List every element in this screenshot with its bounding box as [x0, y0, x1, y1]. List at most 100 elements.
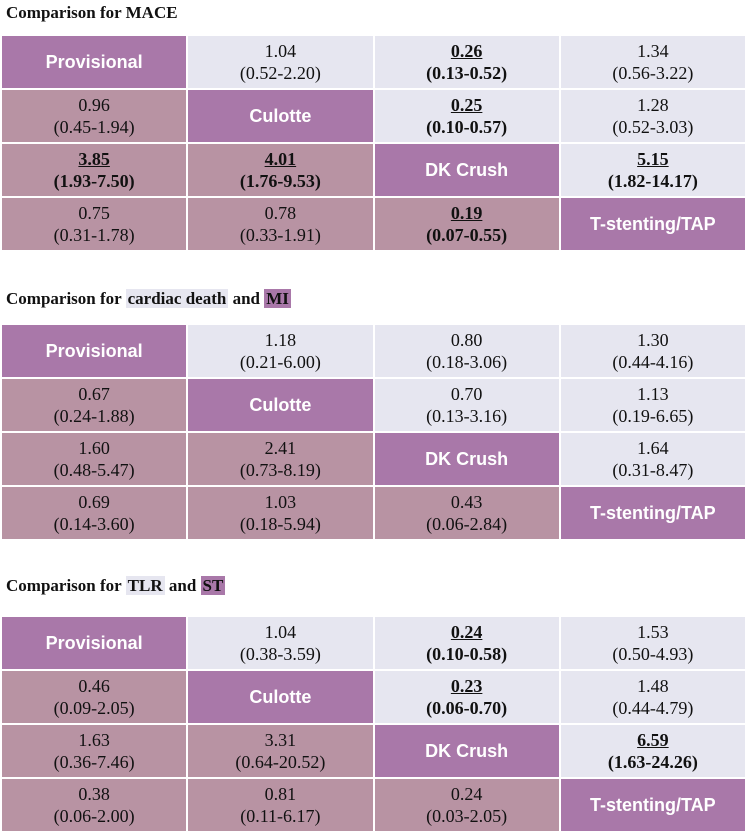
- confidence-interval: (0.36-7.46): [53, 752, 135, 772]
- confidence-interval: (0.09-2.05): [53, 698, 135, 718]
- estimate-cell: 0.96 (0.45-1.94): [0, 88, 189, 144]
- estimate-cell: 1.48 (0.44-4.79): [558, 669, 748, 725]
- table-row: 3.85 (1.93-7.50) 4.01 (1.76-9.53) DK Crush 5.…: [0, 142, 748, 198]
- section-heading: Comparison for cardiac death and MI: [6, 288, 291, 310]
- confidence-interval: (0.56-3.22): [612, 63, 694, 83]
- odds-ratio: 2.41: [264, 438, 297, 458]
- confidence-interval: (0.06-2.00): [53, 806, 135, 826]
- odds-ratio: 1.64: [637, 438, 669, 458]
- confidence-interval: (0.06-0.70): [426, 698, 508, 718]
- odds-ratio: 0.67: [78, 384, 110, 404]
- confidence-interval: (0.13-3.16): [426, 406, 508, 426]
- estimate-cell: 1.63 (0.36-7.46): [0, 723, 189, 779]
- table-body: Provisional 1.04 (0.38-3.59) 0.24 (0.10-0.58…: [0, 615, 748, 833]
- table-row: 0.96 (0.45-1.94) Culotte 0.25 (0.10-0.57) 1.2…: [0, 88, 748, 144]
- odds-ratio: 1.30: [637, 330, 669, 350]
- odds-ratio: 0.78: [264, 203, 297, 223]
- odds-ratio: 1.03: [264, 492, 297, 512]
- treatment-label: Culotte: [186, 88, 375, 144]
- confidence-interval: (0.31-8.47): [612, 460, 694, 480]
- estimate-cell: 1.04 (0.52-2.20): [186, 34, 375, 90]
- estimate-cell: 1.64 (0.31-8.47): [558, 431, 748, 487]
- comparison-table: Provisional 1.04 (0.52-2.20) 0.26 (0.13-0.52…: [0, 34, 748, 252]
- confidence-interval: (0.07-0.55): [426, 225, 508, 245]
- odds-ratio: 3.31: [264, 730, 297, 750]
- confidence-interval: (0.21-6.00): [239, 352, 321, 372]
- odds-ratio: 4.01: [264, 149, 297, 169]
- estimate-cell: 0.43 (0.06-2.84): [372, 485, 561, 541]
- estimate-cell: 6.59 (1.63-24.26): [558, 723, 748, 779]
- estimate-cell: 0.80 (0.18-3.06): [372, 323, 561, 379]
- table-row: Provisional 1.04 (0.52-2.20) 0.26 (0.13-0.52…: [0, 34, 748, 90]
- estimate-cell: 0.23 (0.06-0.70): [372, 669, 561, 725]
- confidence-interval: (0.18-3.06): [426, 352, 508, 372]
- table-row: 0.38 (0.06-2.00) 0.81 (0.11-6.17) 0.24 (0.03-…: [0, 777, 748, 833]
- confidence-interval: (1.63-24.26): [607, 752, 698, 772]
- confidence-interval: (0.24-1.88): [53, 406, 135, 426]
- confidence-interval: (0.14-3.60): [53, 514, 135, 534]
- section-heading: Comparison for TLR and ST: [6, 575, 226, 597]
- treatment-label: T-stenting/TAP: [558, 777, 748, 833]
- odds-ratio: 0.70: [450, 384, 483, 404]
- treatment-label: Provisional: [0, 34, 189, 90]
- confidence-interval: (0.44-4.79): [612, 698, 694, 718]
- treatment-label: Culotte: [186, 669, 375, 725]
- heading-join: and: [228, 289, 265, 308]
- estimate-cell: 1.28 (0.52-3.03): [558, 88, 748, 144]
- odds-ratio: 1.04: [264, 41, 297, 61]
- estimate-cell: 0.24 (0.10-0.58): [372, 615, 561, 671]
- odds-ratio: 0.81: [264, 784, 297, 804]
- estimate-cell: 0.69 (0.14-3.60): [0, 485, 189, 541]
- comparison-table: Provisional 1.18 (0.21-6.00) 0.80 (0.18-3.06…: [0, 323, 748, 541]
- confidence-interval: (0.52-2.20): [239, 63, 321, 83]
- odds-ratio: 0.96: [78, 95, 110, 115]
- estimate-cell: 2.41 (0.73-8.19): [186, 431, 375, 487]
- odds-ratio: 0.19: [450, 203, 483, 223]
- table-row: 0.46 (0.09-2.05) Culotte 0.23 (0.06-0.70) 1.4…: [0, 669, 748, 725]
- heading-label-dark: MI: [264, 289, 291, 308]
- odds-ratio: 0.24: [450, 622, 483, 642]
- heading-prefix: Comparison for MACE: [6, 3, 178, 22]
- odds-ratio: 1.34: [637, 41, 669, 61]
- estimate-cell: 1.18 (0.21-6.00): [186, 323, 375, 379]
- odds-ratio: 1.04: [264, 622, 297, 642]
- table-body: Provisional 1.18 (0.21-6.00) 0.80 (0.18-3.06…: [0, 323, 748, 541]
- odds-ratio: 1.53: [637, 622, 669, 642]
- confidence-interval: (0.38-3.59): [239, 644, 321, 664]
- odds-ratio: 0.26: [450, 41, 483, 61]
- estimate-cell: 1.53 (0.50-4.93): [558, 615, 748, 671]
- confidence-interval: (0.45-1.94): [53, 117, 135, 137]
- estimate-cell: 0.81 (0.11-6.17): [186, 777, 375, 833]
- treatment-label: DK Crush: [372, 431, 561, 487]
- estimate-cell: 5.15 (1.82-14.17): [558, 142, 748, 198]
- odds-ratio: 5.15: [637, 149, 669, 169]
- table-row: 0.69 (0.14-3.60) 1.03 (0.18-5.94) 0.43 (0.06-…: [0, 485, 748, 541]
- estimate-cell: 3.31 (0.64-20.52): [186, 723, 375, 779]
- table-row: 1.63 (0.36-7.46) 3.31 (0.64-20.52) DK Crush 6…: [0, 723, 748, 779]
- estimate-cell: 4.01 (1.76-9.53): [186, 142, 375, 198]
- treatment-label: DK Crush: [372, 142, 561, 198]
- table-row: 1.60 (0.48-5.47) 2.41 (0.73-8.19) DK Crush 1.…: [0, 431, 748, 487]
- estimate-cell: 1.60 (0.48-5.47): [0, 431, 189, 487]
- table-row: Provisional 1.04 (0.38-3.59) 0.24 (0.10-0.58…: [0, 615, 748, 671]
- confidence-interval: (0.48-5.47): [53, 460, 135, 480]
- odds-ratio: 1.18: [264, 330, 297, 350]
- confidence-interval: (1.82-14.17): [607, 171, 698, 191]
- heading-label-light: cardiac death: [125, 289, 229, 308]
- table-row: Provisional 1.18 (0.21-6.00) 0.80 (0.18-3.06…: [0, 323, 748, 379]
- heading-join: and: [164, 576, 201, 595]
- odds-ratio: 0.24: [450, 784, 483, 804]
- estimate-cell: 0.19 (0.07-0.55): [372, 196, 561, 252]
- estimate-cell: 0.25 (0.10-0.57): [372, 88, 561, 144]
- treatment-label: DK Crush: [372, 723, 561, 779]
- odds-ratio: 0.46: [78, 676, 110, 696]
- odds-ratio: 3.85: [78, 149, 110, 169]
- estimate-cell: 0.38 (0.06-2.00): [0, 777, 189, 833]
- confidence-interval: (0.64-20.52): [235, 752, 326, 772]
- estimate-cell: 0.67 (0.24-1.88): [0, 377, 189, 433]
- estimate-cell: 0.26 (0.13-0.52): [372, 34, 561, 90]
- odds-ratio: 0.23: [450, 676, 483, 696]
- odds-ratio: 0.69: [78, 492, 110, 512]
- estimate-cell: 0.24 (0.03-2.05): [372, 777, 561, 833]
- table-row: 0.67 (0.24-1.88) Culotte 0.70 (0.13-3.16) 1.1…: [0, 377, 748, 433]
